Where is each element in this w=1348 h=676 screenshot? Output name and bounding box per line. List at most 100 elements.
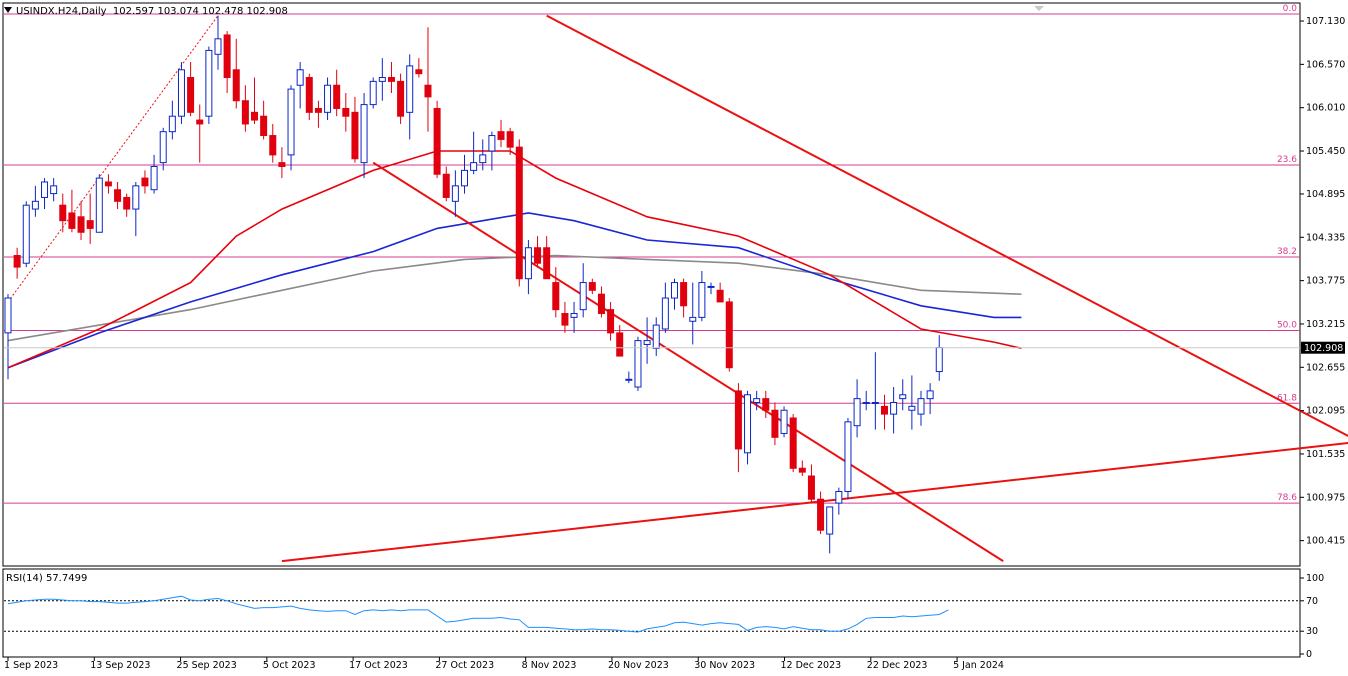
candle-down [104, 181, 112, 187]
candle-down [597, 293, 605, 315]
rsi-tick-label: 30 [1306, 626, 1318, 637]
ma-slow-line [7, 254, 1022, 342]
y-tick-label: 103.215 [1306, 319, 1345, 330]
x-tick-label: 13 Sep 2023 [90, 660, 150, 671]
x-tick-label: 5 Oct 2023 [263, 660, 316, 671]
x-tick-label: 12 Dec 2023 [781, 660, 842, 671]
candle-up [753, 398, 761, 404]
candle-down [680, 282, 688, 307]
x-tick-label: 27 Oct 2023 [435, 660, 494, 671]
current-price-label: 102.908 [1304, 343, 1343, 354]
candle-down [506, 131, 514, 148]
candle-down [588, 282, 596, 291]
candle-down [716, 289, 724, 303]
x-tick-label: 8 Nov 2023 [522, 660, 577, 671]
y-tick-label: 106.010 [1306, 103, 1345, 114]
candle-up [132, 185, 140, 210]
candle-down [442, 173, 450, 198]
candle-up [899, 394, 907, 400]
candle-down [798, 467, 806, 473]
current-price-box [1301, 341, 1345, 354]
x-tick-label: 5 Jan 2024 [953, 660, 1004, 671]
candle-up [488, 135, 496, 152]
candle-down [734, 390, 742, 450]
candle-down [187, 77, 195, 113]
trendline [546, 14, 1348, 438]
candle-up [935, 347, 943, 373]
candle-down [543, 247, 551, 280]
candle-down [552, 282, 560, 311]
candle-up [579, 282, 587, 311]
fib-level-label: 50.0 [1277, 321, 1297, 331]
candle-down [251, 111, 259, 121]
candle-down [123, 196, 131, 210]
y-tick-label: 105.450 [1306, 146, 1345, 157]
candle-up [360, 104, 368, 164]
fib-level-label: 61.8 [1277, 393, 1297, 403]
candle-up [780, 409, 788, 434]
candle-up [95, 177, 103, 233]
candle-down [13, 254, 21, 268]
candle-down [141, 177, 149, 187]
candle-up [643, 340, 651, 345]
candle-down [616, 332, 624, 357]
candle-up [698, 282, 706, 318]
price-panel[interactable] [2, 2, 1301, 567]
y-tick-label: 104.335 [1306, 232, 1345, 243]
candle-down [114, 189, 122, 202]
chart-header: USINDX.H24,Daily 102.597 103.074 102.478… [4, 6, 288, 17]
candle-up [22, 204, 30, 264]
candle-up [661, 297, 669, 330]
candle-up [479, 154, 487, 164]
candle-down [415, 69, 423, 75]
candle-up [177, 69, 185, 117]
candle-up [406, 65, 414, 113]
dropdown-triangle-icon[interactable] [4, 7, 12, 13]
candle-down [351, 111, 359, 160]
rsi-tick-label: 0 [1306, 649, 1312, 660]
candle-up [369, 80, 377, 106]
candle-up [150, 165, 158, 191]
candle-down [771, 409, 779, 438]
candle-down [725, 301, 733, 369]
rsi-tick-label: 70 [1306, 596, 1318, 607]
candle-up [625, 378, 633, 381]
candle-up [689, 316, 697, 322]
candle-up [844, 421, 852, 492]
candle-down [59, 204, 67, 222]
candle-up [4, 297, 12, 334]
candle-down [762, 398, 770, 411]
fib-level-label: 78.6 [1277, 493, 1297, 503]
candle-down [305, 77, 313, 113]
symbol-label: USINDX.H24,Daily [16, 6, 107, 17]
candle-down [260, 115, 268, 137]
fib-anchor-line [7, 15, 219, 303]
rsi-label: RSI(14) 57.7499 [6, 573, 88, 584]
x-tick-label: 17 Oct 2023 [349, 660, 408, 671]
y-tick-label: 101.535 [1306, 449, 1345, 460]
fib-level-label: 23.6 [1277, 155, 1297, 165]
candle-down [433, 107, 441, 175]
candle-down [232, 69, 240, 102]
candle-down [223, 34, 231, 79]
rsi-panel[interactable] [2, 568, 1301, 658]
candle-down [807, 475, 815, 500]
x-tick-label: 22 Dec 2023 [867, 660, 928, 671]
ohlc-values: 102.597 103.074 102.478 102.908 [112, 6, 288, 17]
candle-up [570, 313, 578, 318]
candle-down [333, 84, 341, 109]
fib-level-label: 38.2 [1277, 247, 1297, 257]
candle-up [890, 402, 898, 415]
candle-up [862, 402, 870, 405]
scroll-marker [1034, 6, 1044, 11]
candle-down [387, 77, 395, 82]
x-tick-label: 20 Nov 2023 [608, 660, 669, 671]
candle-up [41, 181, 49, 198]
candle-up [205, 49, 213, 117]
rsi-line [7, 595, 949, 633]
candle-down [497, 131, 505, 140]
candle-up [287, 88, 295, 156]
candle-up [652, 324, 660, 349]
fib-level-label: 0.0 [1283, 4, 1298, 14]
